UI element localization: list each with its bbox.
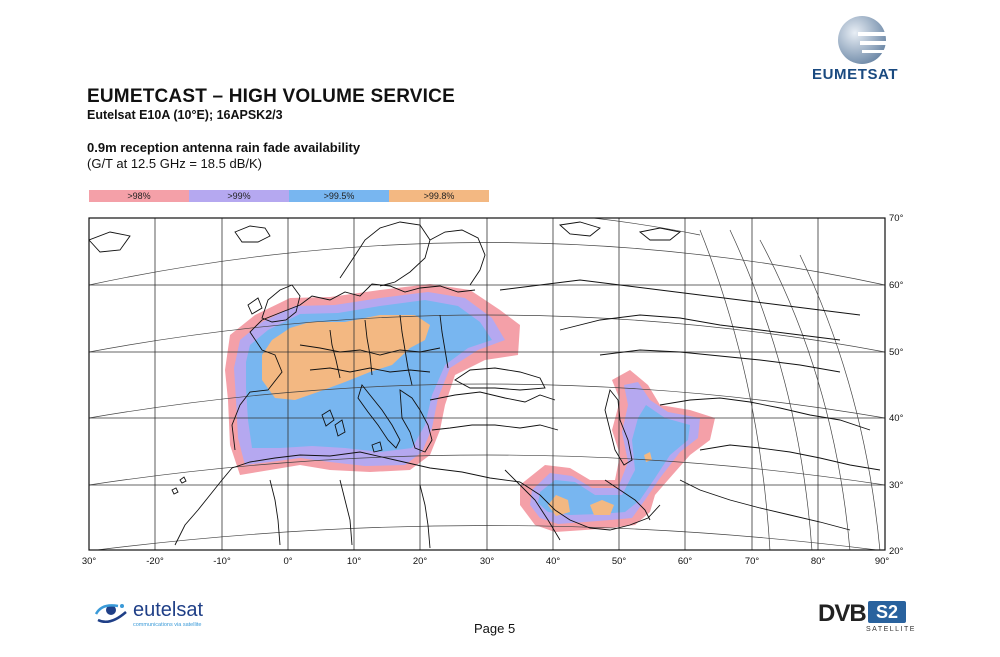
eutelsat-logo-icon (94, 604, 127, 623)
coastlines (89, 221, 881, 549)
lon-label: 50° (612, 556, 627, 567)
lon-label: -10° (213, 556, 231, 567)
map-caption: 0.9m reception antenna rain fade availab… (87, 140, 361, 155)
eutelsat-logo-text: eutelsat (133, 599, 204, 621)
lon-label: 40° (546, 556, 561, 567)
longitude-labels: 30° -20° -10° 0° 10° 20° 30° 40° 50° 60°… (82, 556, 890, 567)
lat-label: 70° (889, 213, 904, 224)
lon-label: 20° (413, 556, 428, 567)
lat-label: 50° (889, 347, 904, 358)
eumetsat-logo-text: EUMETSAT (812, 66, 899, 83)
lon-label: 80° (811, 556, 826, 567)
lat-label: 20° (889, 546, 904, 557)
map-frame (88, 217, 886, 551)
legend-item-99-8: >99.8% (389, 190, 489, 202)
s2-logo-badge: S2 (868, 601, 906, 623)
lon-label: 0° (283, 556, 292, 567)
lon-label: 30° (480, 556, 495, 567)
lon-label: 60° (678, 556, 693, 567)
legend-item-99: >99% (189, 190, 289, 202)
page-title: EUMETCAST – HIGH VOLUME SERVICE (87, 86, 455, 107)
legend-item-98: >98% (89, 190, 189, 202)
satellite-subtitle: Eutelsat E10A (10°E); 16APSK2/3 (87, 108, 283, 122)
dvb-satellite-label: SATELLITE (866, 626, 916, 633)
lat-label: 30° (889, 480, 904, 491)
coverage-map: 30° -20° -10° 0° 10° 20° 30° 40° 50° 60°… (82, 213, 904, 567)
availability-legend: >98% >99% >99.5% >99.8% (89, 190, 489, 202)
lon-label: -20° (146, 556, 164, 567)
graticule-curved-meridians (180, 218, 881, 550)
legend-item-99-5: >99.5% (289, 190, 389, 202)
lon-label: 30° (82, 556, 97, 567)
graticule-meridians (154, 218, 819, 550)
lon-label: 70° (745, 556, 760, 567)
lon-label: 10° (347, 556, 362, 567)
page-number: Page 5 (474, 621, 516, 636)
map-caption-gt: (G/T at 12.5 GHz = 18.5 dB/K) (87, 156, 262, 171)
coverage-99-8 (262, 315, 652, 516)
eumetsat-globe-icon (838, 16, 894, 64)
lat-label: 40° (889, 413, 904, 424)
lat-label: 60° (889, 280, 904, 291)
eutelsat-tagline: communications via satellite (133, 622, 202, 628)
latitude-labels: 70° 60° 50° 40° 30° 20° (889, 213, 904, 557)
dvb-logo-text: DVB (818, 600, 867, 627)
lon-label: 90° (875, 556, 890, 567)
